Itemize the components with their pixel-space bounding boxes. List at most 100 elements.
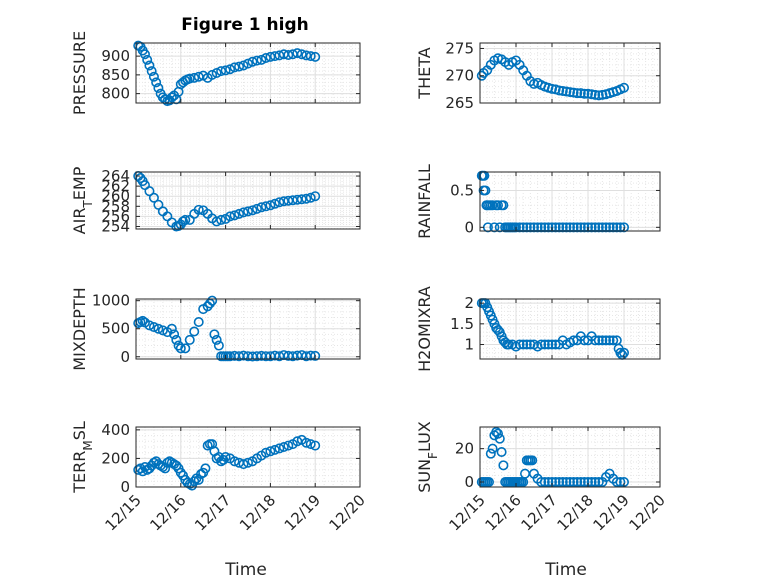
y-axis-label: RAINFALL: [415, 164, 434, 239]
x-tick-label: 12/16: [146, 491, 189, 534]
data-point: [139, 461, 150, 472]
data-point: [582, 222, 593, 233]
data-point: [550, 222, 561, 233]
data-point: [608, 335, 619, 346]
data-point: [184, 334, 195, 345]
data-point: [180, 214, 191, 225]
data-point: [489, 222, 500, 233]
data-point: [269, 51, 280, 62]
data-point: [234, 61, 245, 72]
data-point: [568, 476, 579, 487]
data-point: [171, 460, 182, 471]
data-point: [251, 203, 262, 214]
data-point: [142, 54, 153, 65]
data-point: [157, 325, 168, 336]
data-point: [166, 323, 177, 334]
data-point: [180, 343, 191, 354]
data-point: [305, 192, 316, 203]
data-point: [209, 329, 220, 340]
data-point: [557, 86, 568, 97]
data-point: [260, 201, 271, 212]
data-point: [579, 335, 590, 346]
y-axis-label: H2OMIXRA: [415, 286, 434, 372]
data-point: [582, 88, 593, 99]
data-point: [586, 89, 597, 100]
y-tick-label: 0: [464, 218, 474, 236]
data-point: [189, 476, 200, 487]
x-tick-label: 12/17: [518, 491, 561, 534]
data-point: [575, 88, 586, 99]
data-point: [546, 222, 557, 233]
data-point: [561, 86, 572, 97]
subplot-7: 0 200 400 12/15 12/16 12/17 12/18 12/19 12/20 TER…: [70, 421, 369, 580]
x-tick-label: 12/15: [102, 491, 145, 534]
y-tick-label: 1.5: [450, 315, 474, 333]
data-point: [278, 441, 289, 452]
data-point: [564, 222, 575, 233]
data-point: [251, 55, 262, 66]
data-point: [564, 476, 575, 487]
data-point: [600, 222, 611, 233]
data-point: [243, 457, 254, 468]
axes-box: [479, 171, 661, 232]
y-tick-label: 270: [445, 67, 474, 85]
data-point: [554, 85, 565, 96]
subplot-4: 0 0.5 RAINFALL: [415, 164, 661, 239]
data-point: [543, 476, 554, 487]
data-point: [568, 222, 579, 233]
x-tick-label: 12/19: [590, 491, 633, 534]
data-point: [604, 335, 615, 346]
data-point: [498, 460, 509, 471]
data-point: [536, 476, 547, 487]
data-point: [539, 222, 550, 233]
data-point: [593, 335, 604, 346]
data-point: [514, 339, 525, 350]
data-point: [229, 210, 240, 221]
data-point: [564, 87, 575, 98]
data-point: [218, 454, 229, 465]
data-point: [269, 198, 280, 209]
x-tick-label: 12/19: [281, 491, 324, 534]
data-point: [554, 222, 565, 233]
data-point: [144, 60, 155, 71]
x-tick-label: 12/18: [236, 491, 279, 534]
data-point: [510, 222, 521, 233]
y-tick-label: 0: [120, 348, 130, 366]
data-point: [539, 339, 550, 350]
data-point: [213, 340, 224, 351]
data-point: [296, 49, 307, 60]
data-point: [220, 451, 231, 462]
y-tick-label: 256: [101, 207, 130, 225]
data-point: [256, 54, 267, 65]
y-tick-label: 275: [445, 39, 474, 57]
data-point: [310, 51, 321, 62]
data-point: [496, 446, 507, 457]
y-axis-label: THETA: [415, 47, 434, 99]
data-point: [200, 463, 211, 474]
data-point: [546, 339, 557, 350]
y-tick-label: 264: [101, 167, 130, 185]
data-point: [572, 222, 583, 233]
data-point: [269, 444, 280, 455]
data-point: [494, 433, 505, 444]
data-point: [247, 56, 258, 67]
data-point: [216, 214, 227, 225]
data-point: [543, 222, 554, 233]
data-point: [590, 476, 601, 487]
data-point: [171, 334, 182, 345]
y-tick-label: 1: [464, 336, 474, 354]
data-point: [238, 207, 249, 218]
data-point: [483, 476, 494, 487]
data-point: [202, 440, 213, 451]
data-point: [550, 339, 561, 350]
data-point: [238, 60, 249, 71]
data-point: [593, 90, 604, 101]
data-point: [615, 222, 626, 233]
y-tick-label: 258: [101, 197, 130, 215]
data-point: [162, 457, 173, 468]
data-point: [146, 66, 157, 77]
data-point: [561, 222, 572, 233]
data-point: [301, 193, 312, 204]
